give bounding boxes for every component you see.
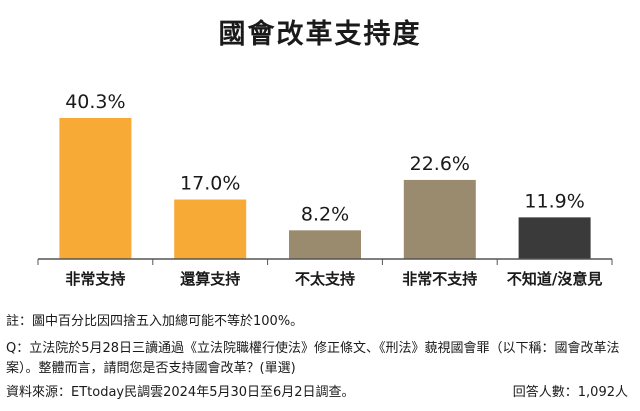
x-ticks-group xyxy=(37,259,613,265)
chart-title: 國會改革支持度 xyxy=(218,19,422,50)
value-label: 17.0% xyxy=(180,173,240,195)
bar xyxy=(403,179,476,259)
bar xyxy=(518,217,591,259)
category-label: 不太支持 xyxy=(295,270,355,288)
category-label: 不知道/沒意見 xyxy=(507,270,602,288)
bar xyxy=(174,199,247,259)
value-labels-group: 40.3% 17.0% 8.2% 22.6% 11.9% xyxy=(65,91,585,225)
footnote: 註：圖中百分比因四捨五入加總可能不等於100%。 xyxy=(6,314,304,329)
category-labels-group: 非常支持 還算支持 不太支持 非常不支持 不知道/沒意見 xyxy=(65,270,602,288)
bar xyxy=(289,230,361,259)
value-label: 8.2% xyxy=(301,203,349,225)
data-source: 資料來源：ETtoday民調雲2024年5月30日至6月2日調查。 xyxy=(6,385,355,400)
value-label: 40.3% xyxy=(65,91,125,113)
category-label: 還算支持 xyxy=(180,270,240,288)
value-label: 22.6% xyxy=(410,153,470,175)
value-label: 11.9% xyxy=(524,190,584,212)
category-label: 非常不支持 xyxy=(402,270,477,288)
survey-question: Q：立法院於5月28日三讀通過《立法院職權行使法》修正條文、《刑法》藐視國會罪（… xyxy=(6,341,620,376)
bar xyxy=(59,118,132,259)
category-label: 非常支持 xyxy=(65,270,125,288)
respondent-count: 回答人數：1,092人 xyxy=(512,385,628,400)
bars-group xyxy=(59,118,591,259)
bar-chart: 40.3% 17.0% 8.2% 22.6% 11.9% 非常支持 還算支持 不太支持 非常不… xyxy=(37,91,613,288)
